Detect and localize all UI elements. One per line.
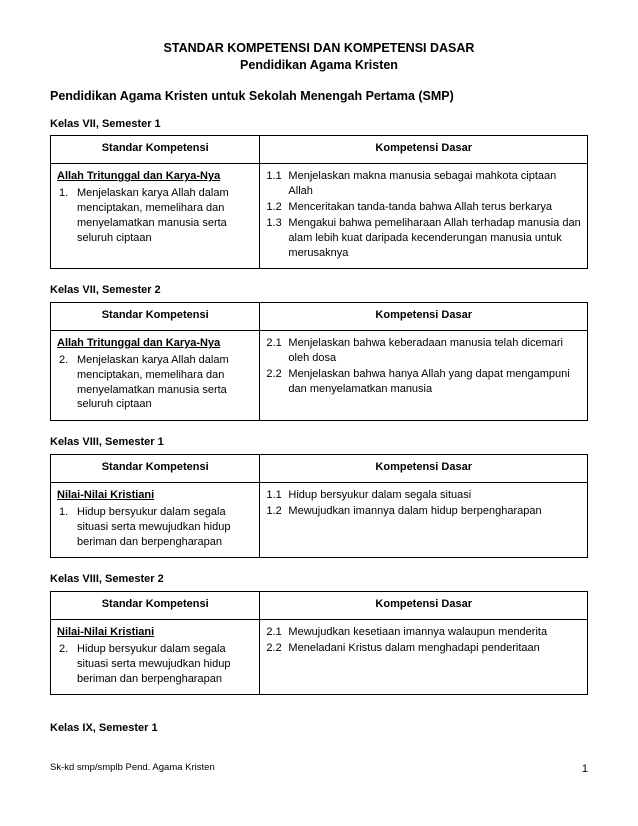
- sk-item: 2.Hidup bersyukur dalam segala situasi s…: [57, 642, 253, 687]
- sk-title: Allah Tritunggal dan Karya-Nya: [57, 169, 253, 184]
- kd-item: 1.3Mengakui bahwa pemeliharaan Allah ter…: [266, 216, 581, 261]
- sk-item: 2.Menjelaskan karya Allah dalam mencipta…: [57, 353, 253, 412]
- competency-table: Standar KompetensiKompetensi DasarNilai-…: [50, 454, 588, 558]
- kd-item-number: 1.2: [266, 504, 288, 519]
- section-label: Kelas VIII, Semester 1: [50, 435, 588, 450]
- footer-left: Sk-kd smp/smplb Pend. Agama Kristen: [50, 762, 215, 777]
- kd-item-text: Hidup bersyukur dalam segala situasi: [288, 488, 471, 503]
- header-kompetensi-dasar: Kompetensi Dasar: [260, 455, 588, 483]
- competency-table: Standar KompetensiKompetensi DasarAllah …: [50, 135, 588, 269]
- kd-item-text: Mewujudkan imannya dalam hidup berpengha…: [288, 504, 541, 519]
- header-kompetensi-dasar: Kompetensi Dasar: [260, 136, 588, 164]
- competency-table: Standar KompetensiKompetensi DasarAllah …: [50, 302, 588, 421]
- sk-title: Nilai-Nilai Kristiani: [57, 625, 253, 640]
- page-footer: Sk-kd smp/smplb Pend. Agama Kristen 1: [50, 762, 588, 777]
- section-label-last: Kelas IX, Semester 1: [50, 721, 588, 736]
- doc-title: STANDAR KOMPETENSI DAN KOMPETENSI DASAR …: [50, 40, 588, 74]
- title-line2: Pendidikan Agama Kristen: [50, 57, 588, 74]
- header-standar-kompetensi: Standar Kompetensi: [51, 136, 260, 164]
- kd-item-text: Menjelaskan bahwa hanya Allah yang dapat…: [288, 367, 581, 397]
- footer-page-number: 1: [582, 762, 588, 777]
- sk-item-number: 1.: [59, 505, 77, 550]
- cell-kompetensi-dasar: 2.1Mewujudkan kesetiaan imannya walaupun…: [260, 620, 588, 695]
- header-standar-kompetensi: Standar Kompetensi: [51, 303, 260, 331]
- kd-item: 2.2Menjelaskan bahwa hanya Allah yang da…: [266, 367, 581, 397]
- sk-item-number: 2.: [59, 353, 77, 412]
- kd-item: 1.2Menceritakan tanda-tanda bahwa Allah …: [266, 200, 581, 215]
- kd-item-text: Menceritakan tanda-tanda bahwa Allah ter…: [288, 200, 552, 215]
- sk-item: 1.Menjelaskan karya Allah dalam mencipta…: [57, 186, 253, 245]
- cell-kompetensi-dasar: 1.1Menjelaskan makna manusia sebagai mah…: [260, 164, 588, 269]
- kd-item-text: Menjelaskan bahwa keberadaan manusia tel…: [288, 336, 581, 366]
- kd-item: 1.1Hidup bersyukur dalam segala situasi: [266, 488, 581, 503]
- sk-item-number: 2.: [59, 642, 77, 687]
- kd-item-text: Meneladani Kristus dalam menghadapi pend…: [288, 641, 539, 656]
- cell-kompetensi-dasar: 2.1Menjelaskan bahwa keberadaan manusia …: [260, 331, 588, 421]
- cell-kompetensi-dasar: 1.1Hidup bersyukur dalam segala situasi1…: [260, 482, 588, 557]
- kd-item-text: Mewujudkan kesetiaan imannya walaupun me…: [288, 625, 547, 640]
- section-label: Kelas VII, Semester 2: [50, 283, 588, 298]
- kd-item: 1.1Menjelaskan makna manusia sebagai mah…: [266, 169, 581, 199]
- kd-item-number: 2.2: [266, 367, 288, 397]
- header-kompetensi-dasar: Kompetensi Dasar: [260, 303, 588, 331]
- sk-item: 1.Hidup bersyukur dalam segala situasi s…: [57, 505, 253, 550]
- sk-item-text: Hidup bersyukur dalam segala situasi ser…: [77, 642, 253, 687]
- cell-standar-kompetensi: Nilai-Nilai Kristiani 2.Hidup bersyukur d…: [51, 620, 260, 695]
- header-standar-kompetensi: Standar Kompetensi: [51, 455, 260, 483]
- kd-item-number: 1.1: [266, 169, 288, 199]
- sk-item-text: Menjelaskan karya Allah dalam menciptaka…: [77, 353, 253, 412]
- cell-standar-kompetensi: Allah Tritunggal dan Karya-Nya 1.Menjelas…: [51, 164, 260, 269]
- sk-item-number: 1.: [59, 186, 77, 245]
- title-line1: STANDAR KOMPETENSI DAN KOMPETENSI DASAR: [50, 40, 588, 57]
- cell-standar-kompetensi: Allah Tritunggal dan Karya-Nya 2.Menjelas…: [51, 331, 260, 421]
- kd-item: 2.1Mewujudkan kesetiaan imannya walaupun…: [266, 625, 581, 640]
- sk-title: Allah Tritunggal dan Karya-Nya: [57, 336, 253, 351]
- kd-item: 1.2Mewujudkan imannya dalam hidup berpen…: [266, 504, 581, 519]
- section-label: Kelas VIII, Semester 2: [50, 572, 588, 587]
- section-label: Kelas VII, Semester 1: [50, 117, 588, 132]
- sk-item-text: Menjelaskan karya Allah dalam menciptaka…: [77, 186, 253, 245]
- kd-item: 2.1Menjelaskan bahwa keberadaan manusia …: [266, 336, 581, 366]
- sk-item-text: Hidup bersyukur dalam segala situasi ser…: [77, 505, 253, 550]
- kd-item: 2.2Meneladani Kristus dalam menghadapi p…: [266, 641, 581, 656]
- doc-subtitle: Pendidikan Agama Kristen untuk Sekolah M…: [50, 88, 588, 105]
- kd-item-text: Menjelaskan makna manusia sebagai mahkot…: [288, 169, 581, 199]
- kd-item-number: 1.3: [266, 216, 288, 261]
- sk-title: Nilai-Nilai Kristiani: [57, 488, 253, 503]
- kd-item-number: 2.1: [266, 336, 288, 366]
- kd-item-number: 1.1: [266, 488, 288, 503]
- kd-item-number: 2.2: [266, 641, 288, 656]
- header-kompetensi-dasar: Kompetensi Dasar: [260, 592, 588, 620]
- competency-table: Standar KompetensiKompetensi DasarNilai-…: [50, 591, 588, 695]
- cell-standar-kompetensi: Nilai-Nilai Kristiani 1.Hidup bersyukur d…: [51, 482, 260, 557]
- kd-item-number: 2.1: [266, 625, 288, 640]
- header-standar-kompetensi: Standar Kompetensi: [51, 592, 260, 620]
- kd-item-text: Mengakui bahwa pemeliharaan Allah terhad…: [288, 216, 581, 261]
- kd-item-number: 1.2: [266, 200, 288, 215]
